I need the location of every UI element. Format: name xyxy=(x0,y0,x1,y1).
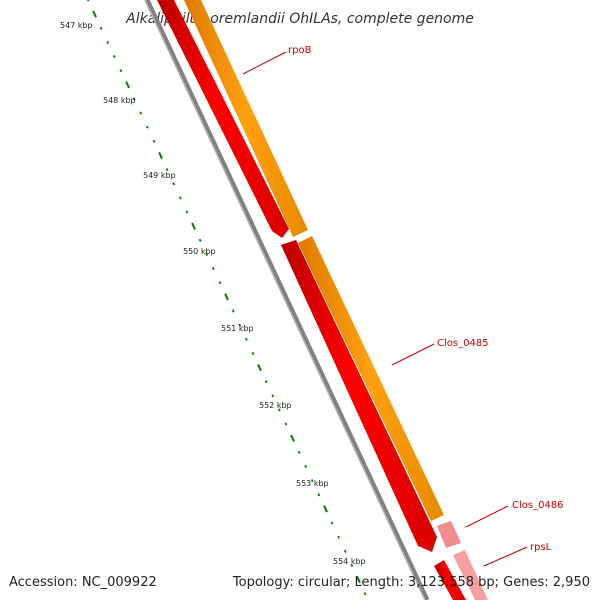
minor-tick-mark xyxy=(139,111,143,115)
major-tick-mark xyxy=(92,10,98,18)
cds-rpoB[interactable] xyxy=(157,0,289,238)
minor-tick-mark xyxy=(238,323,242,327)
minor-tick-mark xyxy=(119,69,123,73)
minor-tick-mark xyxy=(172,182,176,186)
map-title: Alkaliphilus oremlandii OhILAs, complete… xyxy=(125,11,474,27)
tick-label: 553 kbp xyxy=(296,479,329,488)
major-tick-mark xyxy=(191,222,196,230)
tick-label: 551 kbp xyxy=(221,324,254,333)
genome-backbone-highlight xyxy=(144,0,426,600)
accession-text: Accession: NC_009922 xyxy=(9,575,157,590)
major-tick-mark xyxy=(257,363,262,372)
tick-track xyxy=(87,0,367,596)
minor-tick-mark xyxy=(251,351,255,355)
feature-label-rpoB[interactable]: rpoB xyxy=(288,45,312,56)
minor-tick-mark xyxy=(277,408,281,412)
tick-label: 552 kbp xyxy=(259,401,292,410)
major-tick-mark xyxy=(125,81,131,89)
minor-tick-mark xyxy=(330,521,334,525)
feature-label-rpsL[interactable]: rpsL xyxy=(530,542,552,553)
major-tick-mark xyxy=(158,151,163,160)
callout-line-rpoB xyxy=(242,51,287,75)
genome-backbone xyxy=(144,0,430,600)
tick-label: 549 kbp xyxy=(143,171,176,180)
minor-tick-mark xyxy=(152,139,156,143)
minor-tick-mark xyxy=(264,380,268,384)
minor-tick-mark xyxy=(244,337,248,341)
minor-tick-mark xyxy=(198,238,202,242)
minor-tick-mark xyxy=(337,535,341,539)
genome-summary-text: Topology: circular; Length: 3,123,558 bp… xyxy=(232,575,590,590)
minor-tick-mark xyxy=(231,309,235,313)
major-tick-mark xyxy=(356,575,361,584)
minor-tick-mark xyxy=(218,281,222,285)
minor-tick-mark xyxy=(185,210,189,214)
cds-clos-0485[interactable] xyxy=(281,240,437,552)
tick-label: 548 kbp xyxy=(103,96,136,105)
pink-track-1 xyxy=(437,521,461,548)
minor-tick-mark xyxy=(350,563,354,567)
minor-tick-mark xyxy=(363,592,367,596)
minor-tick-mark xyxy=(178,196,182,200)
minor-tick-mark xyxy=(205,252,209,256)
orange-track-1 xyxy=(184,0,308,237)
feature-label-clos-0485[interactable]: Clos_0485 xyxy=(437,338,489,349)
callout-line-clos-0486 xyxy=(465,505,509,528)
minor-tick-mark xyxy=(271,394,275,398)
minor-tick-mark xyxy=(165,168,169,172)
orange-track-2 xyxy=(298,236,444,521)
callout-line-clos-0485 xyxy=(391,343,435,366)
cds-clos-0486[interactable] xyxy=(434,560,466,600)
tick-label: 550 kbp xyxy=(183,247,216,256)
minor-tick-mark xyxy=(284,422,288,426)
pink-track-2 xyxy=(453,550,488,600)
minor-tick-mark xyxy=(106,40,110,44)
minor-tick-mark xyxy=(317,493,321,497)
minor-tick-mark xyxy=(112,55,116,59)
minor-tick-mark xyxy=(145,125,149,129)
tick-label: 554 kbp xyxy=(333,557,366,566)
tick-label: 547 kbp xyxy=(60,21,93,30)
minor-tick-mark xyxy=(304,464,308,469)
callout-line-rpsL xyxy=(483,546,528,567)
minor-tick-mark xyxy=(99,26,103,30)
minor-tick-mark xyxy=(343,549,347,553)
major-tick-mark xyxy=(323,505,328,513)
minor-tick-mark xyxy=(132,97,136,101)
major-tick-mark xyxy=(224,293,229,301)
minor-tick-mark xyxy=(87,0,90,2)
minor-tick-mark xyxy=(211,267,215,271)
minor-tick-mark xyxy=(297,450,301,454)
major-tick-mark xyxy=(290,434,295,442)
minor-tick-mark xyxy=(310,479,314,483)
feature-label-clos-0486[interactable]: Clos_0486 xyxy=(512,500,564,511)
